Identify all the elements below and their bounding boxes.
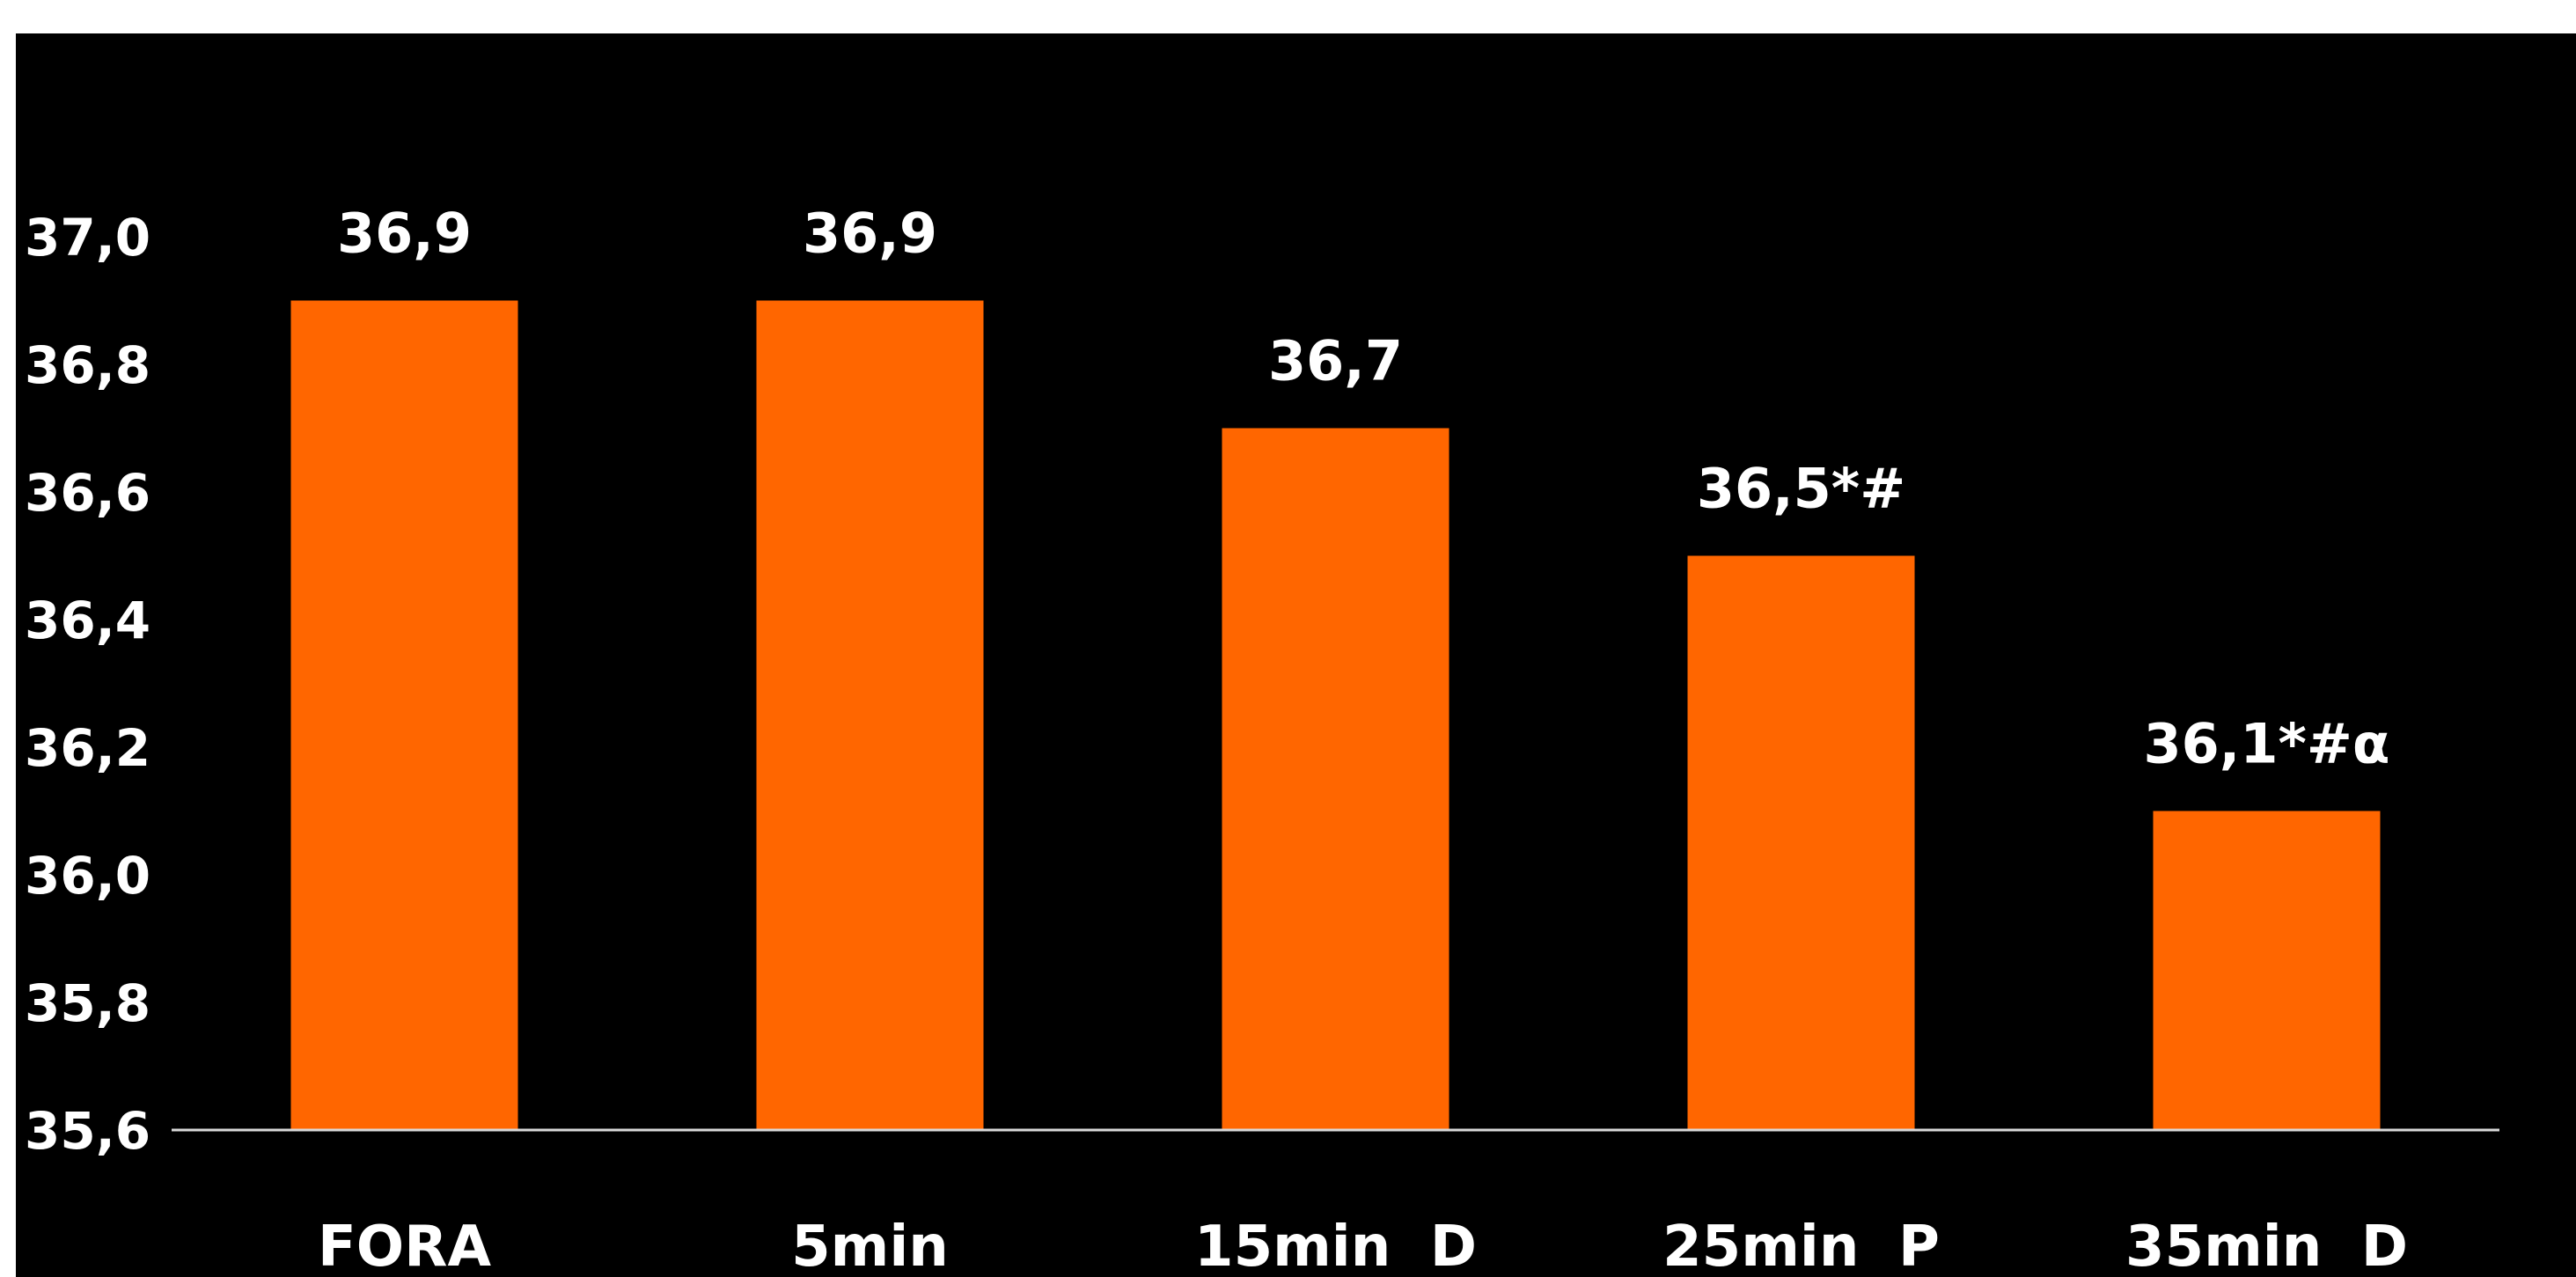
- y-tick-label: 37,0: [25, 208, 150, 268]
- y-tick-label: 36,2: [25, 718, 150, 778]
- bar: [290, 300, 518, 1130]
- bar: [2153, 811, 2381, 1130]
- y-tick-label: 36,0: [25, 846, 150, 906]
- bar-data-labels: 36,9 36,9 36,7 36,5*# 36,1*#α: [337, 202, 2389, 776]
- bars: [290, 300, 2381, 1130]
- y-tick-label: 36,8: [25, 335, 150, 395]
- x-tick-label: 35min D: [2125, 1215, 2408, 1277]
- x-tick-label: FORA: [318, 1215, 491, 1277]
- bar: [1687, 555, 1915, 1130]
- bar: [756, 300, 984, 1130]
- x-axis-category-labels: FORA 5min 15min D 25min P 35min D: [318, 1215, 2408, 1277]
- y-tick-label: 35,6: [25, 1101, 150, 1161]
- bar-data-label: 36,1*#α: [2144, 712, 2390, 776]
- y-axis-tick-labels: 37,0 36,8 36,6 36,4 36,2 36,0 35,8 35,6: [25, 208, 150, 1161]
- y-tick-label: 35,8: [25, 973, 150, 1033]
- y-tick-label: 36,6: [25, 463, 150, 523]
- bar-data-label: 36,9: [337, 202, 472, 266]
- bar: [1222, 428, 1449, 1130]
- x-tick-label: 5min: [791, 1215, 949, 1277]
- bar-data-label: 36,5*#: [1697, 457, 1905, 521]
- y-tick-label: 36,4: [25, 591, 150, 650]
- x-tick-label: 25min P: [1662, 1215, 1940, 1277]
- x-tick-label: 15min D: [1194, 1215, 1477, 1277]
- bar-data-label: 36,9: [803, 202, 937, 266]
- bar-data-label: 36,7: [1268, 329, 1403, 393]
